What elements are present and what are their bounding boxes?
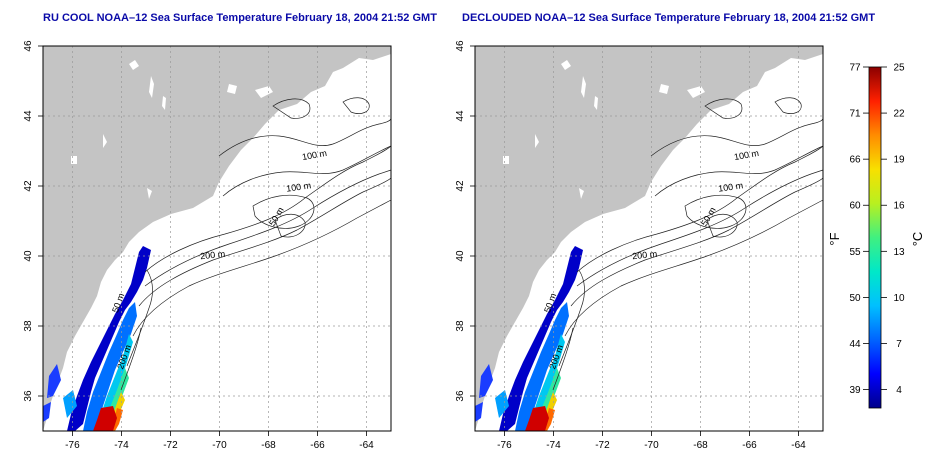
contour-label: 200 m [200,249,226,262]
lat-tick-label: 46 [23,40,34,52]
lon-tick-label: -68 [693,440,708,451]
lat-tick-label: 44 [455,110,466,122]
lon-tick-label: -66 [742,440,757,451]
celsius-tick-label: 13 [893,247,905,258]
longitude-axis: -76 -74 -72 -70 -68 -66 -64 [497,431,806,451]
lon-tick-label: -68 [261,440,276,451]
fahrenheit-unit-label: °F [827,232,842,245]
lon-tick-label: -64 [359,440,374,451]
temperature-colorbar: 77 71 66 60 55 50 44 39 25 22 19 16 13 10 7 4 °F °C [827,63,925,409]
celsius-tick-label: 4 [896,385,902,396]
celsius-tick-label: 7 [896,339,902,350]
lon-tick-label: -76 [497,440,512,451]
map-frame [42,45,392,432]
lat-tick-label: 40 [23,250,34,262]
fahrenheit-tick-label: 66 [849,155,861,166]
celsius-tick-label: 22 [893,109,905,120]
graticule [475,45,823,431]
fahrenheit-tick-label: 77 [849,63,861,74]
fahrenheit-tick-label: 60 [849,201,861,212]
map-frame [474,45,824,432]
lat-tick-label: 42 [23,180,34,192]
fahrenheit-tick-label: 55 [849,247,861,258]
lat-tick-label: 46 [455,40,466,52]
lon-tick-label: -70 [644,440,659,451]
lon-tick-label: -72 [595,440,610,451]
contour-label: 100 m [301,148,327,162]
lat-tick-label: 44 [23,110,34,122]
lat-tick-label: 36 [455,390,466,402]
longitude-axis: -76 -74 -72 -70 -68 -66 -64 [65,431,374,451]
celsius-tick-label: 25 [893,63,905,74]
contour-label: 100 m [733,148,759,162]
fahrenheit-tick-label: 50 [849,293,861,304]
fahrenheit-tick-label: 39 [849,385,861,396]
lon-tick-label: -70 [212,440,227,451]
fahrenheit-tick-label: 71 [849,109,861,120]
celsius-scale: 25 22 19 16 13 10 7 4 [881,63,905,396]
contour-label: 200 m [632,249,658,262]
colorbar-gradient [868,66,882,409]
lat-tick-label: 36 [23,390,34,402]
lon-tick-label: -76 [65,440,80,451]
lon-tick-label: -66 [310,440,325,451]
fahrenheit-tick-label: 44 [849,339,861,350]
lon-tick-label: -74 [114,440,129,451]
latitude-axis: 46 44 42 40 38 36 [23,40,43,402]
lon-tick-label: -74 [546,440,561,451]
lat-tick-label: 40 [455,250,466,262]
celsius-tick-label: 10 [893,293,905,304]
right-panel-title: DECLOUDED NOAA–12 Sea Surface Temperatur… [462,12,876,24]
left-panel-title: RU COOL NOAA–12 Sea Surface Temperature … [43,12,437,24]
celsius-tick-label: 19 [893,155,905,166]
lon-tick-label: -64 [791,440,806,451]
celsius-tick-label: 16 [893,201,905,212]
celsius-unit-label: °C [910,232,925,247]
lat-tick-label: 38 [455,320,466,332]
fahrenheit-scale: 77 71 66 60 55 50 44 39 [849,63,869,396]
lat-tick-label: 42 [455,180,466,192]
lat-tick-label: 38 [23,320,34,332]
latitude-axis: 46 44 42 40 38 36 [455,40,475,402]
lon-tick-label: -72 [163,440,178,451]
contour-label: 100 m [286,180,312,193]
contour-label: 100 m [718,180,744,193]
